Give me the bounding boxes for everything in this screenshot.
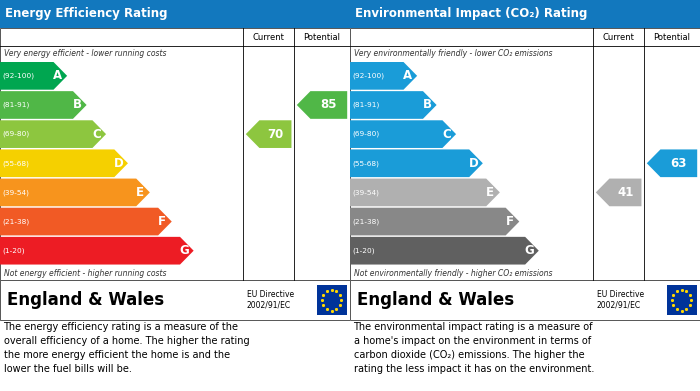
Text: E: E [486, 186, 494, 199]
Polygon shape [350, 91, 437, 119]
Text: Not energy efficient - higher running costs: Not energy efficient - higher running co… [4, 269, 166, 278]
Text: 85: 85 [321, 99, 337, 111]
Text: (21-38): (21-38) [3, 218, 30, 225]
Text: (39-54): (39-54) [353, 189, 380, 196]
Text: F: F [506, 215, 514, 228]
Polygon shape [350, 208, 519, 235]
Text: A: A [403, 69, 412, 83]
Text: Current: Current [603, 32, 635, 41]
Text: England & Wales: England & Wales [357, 291, 514, 309]
Polygon shape [0, 62, 67, 90]
Text: A: A [53, 69, 62, 83]
Text: EU Directive
2002/91/EC: EU Directive 2002/91/EC [596, 290, 644, 310]
Text: B: B [423, 99, 432, 111]
Text: (92-100): (92-100) [353, 73, 385, 79]
Text: (69-80): (69-80) [3, 131, 30, 137]
Text: (1-20): (1-20) [353, 248, 375, 254]
Bar [350, 280, 700, 320]
Polygon shape [0, 120, 106, 148]
Polygon shape [246, 120, 291, 148]
Text: (69-80): (69-80) [353, 131, 380, 137]
Bar [350, 28, 700, 280]
Polygon shape [647, 149, 697, 177]
Text: EU Directive
2002/91/EC: EU Directive 2002/91/EC [246, 290, 294, 310]
Text: Potential: Potential [304, 32, 340, 41]
Polygon shape [0, 149, 128, 177]
Text: Not environmentally friendly - higher CO₂ emissions: Not environmentally friendly - higher CO… [354, 269, 552, 278]
Text: Very environmentally friendly - lower CO₂ emissions: Very environmentally friendly - lower CO… [354, 50, 552, 59]
Text: C: C [442, 127, 451, 141]
Text: F: F [158, 215, 166, 228]
Polygon shape [350, 237, 539, 265]
Text: G: G [179, 244, 189, 257]
Bar [0, 28, 350, 280]
Polygon shape [350, 62, 417, 90]
Bar [0, 280, 350, 320]
Polygon shape [0, 179, 150, 206]
Text: Very energy efficient - lower running costs: Very energy efficient - lower running co… [4, 50, 166, 59]
Text: D: D [468, 157, 478, 170]
Text: The environmental impact rating is a measure of
a home's impact on the environme: The environmental impact rating is a mea… [354, 322, 594, 374]
Polygon shape [350, 179, 500, 206]
Text: G: G [524, 244, 534, 257]
Text: C: C [92, 127, 101, 141]
Text: E: E [136, 186, 144, 199]
Polygon shape [0, 91, 87, 119]
Polygon shape [350, 120, 456, 148]
Bar [316, 285, 346, 315]
Text: Environmental Impact (CO₂) Rating: Environmental Impact (CO₂) Rating [355, 7, 587, 20]
Text: 41: 41 [617, 186, 634, 199]
Text: Energy Efficiency Rating: Energy Efficiency Rating [6, 7, 168, 20]
Text: B: B [73, 99, 82, 111]
Text: (55-68): (55-68) [353, 160, 380, 167]
Text: (1-20): (1-20) [3, 248, 25, 254]
Text: England & Wales: England & Wales [7, 291, 164, 309]
Polygon shape [297, 91, 347, 119]
Text: 70: 70 [267, 127, 284, 141]
Bar [350, 0, 700, 28]
Text: 63: 63 [671, 157, 687, 170]
Text: (92-100): (92-100) [3, 73, 35, 79]
Text: (39-54): (39-54) [3, 189, 30, 196]
Bar [0, 0, 350, 28]
Text: D: D [113, 157, 123, 170]
Text: (21-38): (21-38) [353, 218, 380, 225]
Text: (55-68): (55-68) [3, 160, 30, 167]
Text: Potential: Potential [654, 32, 690, 41]
Polygon shape [350, 149, 483, 177]
Polygon shape [0, 237, 194, 265]
Text: (81-91): (81-91) [353, 102, 380, 108]
Text: (81-91): (81-91) [3, 102, 30, 108]
Text: The energy efficiency rating is a measure of the
overall efficiency of a home. T: The energy efficiency rating is a measur… [4, 322, 249, 374]
Polygon shape [596, 179, 641, 206]
Text: Current: Current [253, 32, 285, 41]
Polygon shape [0, 208, 172, 235]
Bar [666, 285, 696, 315]
